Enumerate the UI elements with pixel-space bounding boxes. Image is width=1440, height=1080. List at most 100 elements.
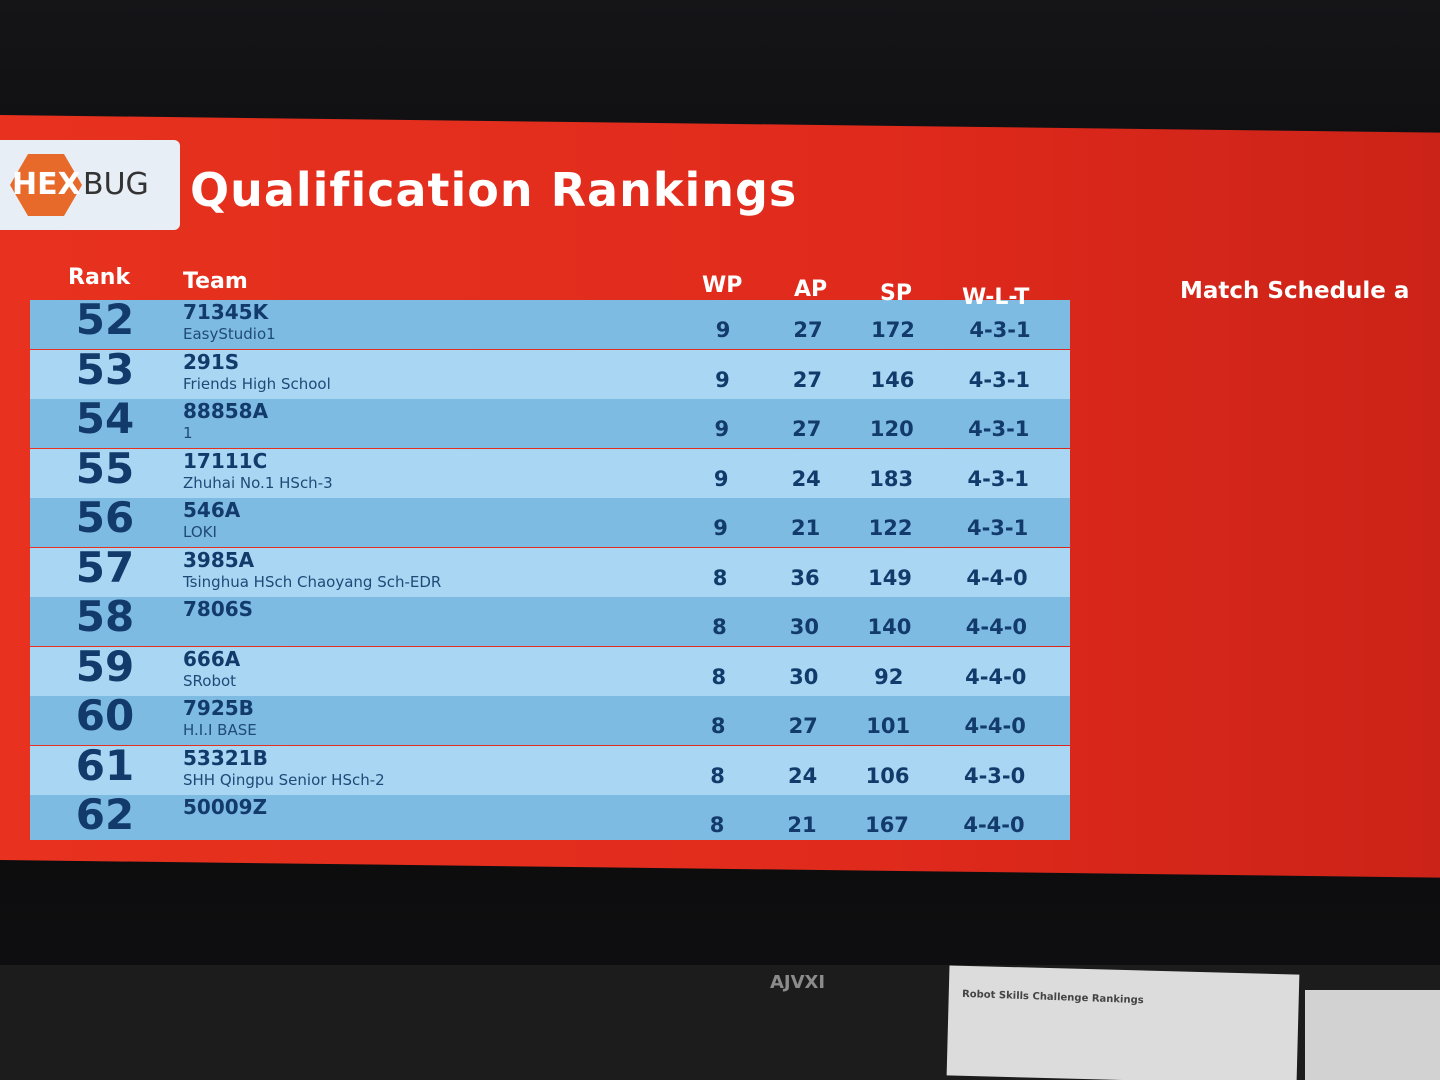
cell-wp: 8 bbox=[710, 763, 725, 788]
cell-ap: 21 bbox=[787, 813, 817, 837]
cell-wlt: 4-3-1 bbox=[967, 466, 1029, 491]
cell-sp: 101 bbox=[866, 714, 911, 738]
cell-wlt: 4-4-0 bbox=[965, 664, 1027, 689]
team-name: SRobot bbox=[183, 671, 237, 690]
cell-ap: 30 bbox=[789, 664, 819, 689]
team-number: 17111C bbox=[183, 448, 268, 473]
cell-ap: 24 bbox=[791, 466, 821, 491]
cell-sp: 92 bbox=[874, 664, 904, 689]
cell-sp: 183 bbox=[869, 466, 914, 491]
title: Qualification Rankings bbox=[190, 163, 798, 217]
cell-wp: 9 bbox=[713, 466, 729, 491]
cell-wlt: 4-4-0 bbox=[966, 565, 1028, 590]
team-number: 546A bbox=[183, 498, 241, 522]
cell-wp: 9 bbox=[714, 417, 730, 441]
rank: 58 bbox=[75, 592, 135, 641]
cell-sp: 120 bbox=[869, 417, 914, 441]
team-number: 666A bbox=[183, 646, 241, 671]
column-header: Team bbox=[183, 269, 248, 294]
rank: 62 bbox=[75, 790, 135, 839]
table-row: 56 546A LOKI 9 21 122 4-3-1 bbox=[30, 493, 1070, 547]
cell-wp: 8 bbox=[709, 813, 725, 837]
cell-wlt: 4-4-0 bbox=[965, 615, 1028, 639]
table-row: 60 7925B H.I.I BASE 8 27 101 4-4-0 bbox=[30, 691, 1070, 745]
column-header: WP bbox=[702, 273, 743, 298]
cell-wp: 8 bbox=[712, 615, 727, 639]
cell-wlt: 4-3-1 bbox=[969, 318, 1031, 342]
rank: 54 bbox=[75, 394, 135, 443]
rank: 53 bbox=[75, 344, 135, 394]
team-number: 71345K bbox=[183, 300, 269, 324]
column-header: SP bbox=[880, 281, 912, 306]
cell-sp: 146 bbox=[870, 367, 915, 392]
table-row: 58 7806S 8 30 140 4-4-0 bbox=[30, 592, 1070, 646]
cell-sp: 140 bbox=[867, 615, 912, 639]
cell-sp: 122 bbox=[868, 516, 913, 540]
cell-ap: 27 bbox=[792, 417, 822, 441]
cell-wlt: 4-4-0 bbox=[963, 813, 1025, 837]
cell-sp: 167 bbox=[865, 813, 909, 837]
team-number: 88858A bbox=[183, 399, 269, 423]
cell-wlt: 4-3-1 bbox=[966, 516, 1029, 540]
cell-wp: 8 bbox=[710, 714, 726, 738]
column-header: AP bbox=[794, 277, 828, 302]
team-name: Tsinghua HSch Chaoyang Sch-EDR bbox=[183, 572, 442, 591]
table-row: 54 88858A 1 9 27 120 4-3-1 bbox=[30, 394, 1070, 448]
cell-wlt: 4-3-0 bbox=[963, 763, 1026, 788]
rankings-table: 52 71345K EasyStudio1 9 27 172 4-3-1 53 291S Frie… bbox=[30, 300, 1070, 840]
cell-ap: 27 bbox=[792, 367, 822, 392]
rank: 57 bbox=[75, 542, 135, 592]
rank: 55 bbox=[75, 443, 135, 493]
cell-ap: 27 bbox=[793, 318, 823, 342]
cell-wlt: 4-3-1 bbox=[968, 417, 1030, 441]
cell-wp: 9 bbox=[713, 516, 728, 540]
cell-wlt: 4-4-0 bbox=[964, 714, 1026, 738]
table-row: 55 17111C Zhuhai No.1 HSch-3 9 24 183 4-3-1 bbox=[30, 443, 1070, 498]
cell-wp: 8 bbox=[712, 565, 728, 590]
cell-sp: 149 bbox=[868, 565, 912, 590]
cell-wp: 9 bbox=[715, 367, 730, 392]
cell-sp: 106 bbox=[865, 763, 910, 788]
team-number: 7806S bbox=[183, 597, 254, 621]
team-name: LOKI bbox=[183, 523, 217, 541]
table-row: 57 3985A Tsinghua HSch Chaoyang Sch-EDR 8 36… bbox=[30, 542, 1070, 597]
side-heading: Match Schedule a bbox=[1180, 278, 1410, 304]
table-row: 61 53321B SHH Qingpu Senior HSch-2 8 24 106 4-… bbox=[30, 740, 1070, 795]
paper bbox=[946, 965, 1300, 1080]
cell-ap: 27 bbox=[788, 714, 818, 738]
rank: 60 bbox=[75, 691, 135, 740]
cell-wp: 9 bbox=[715, 318, 731, 342]
logo-left: HEX bbox=[12, 167, 81, 202]
cell-wlt: 4-3-1 bbox=[968, 367, 1031, 392]
team-number: 3985A bbox=[183, 547, 255, 572]
cell-ap: 30 bbox=[789, 615, 819, 639]
rank: 59 bbox=[75, 641, 135, 691]
cell-sp: 172 bbox=[871, 318, 915, 342]
table-row: 52 71345K EasyStudio1 9 27 172 4-3-1 bbox=[30, 300, 1070, 349]
rank: 61 bbox=[75, 740, 135, 790]
team-name: 1 bbox=[183, 424, 193, 442]
column-header: W-L-T bbox=[962, 285, 1030, 310]
cell-ap: 24 bbox=[787, 763, 818, 788]
team-name: H.I.I BASE bbox=[183, 721, 257, 739]
column-header: Rank bbox=[68, 265, 131, 290]
team-name: SHH Qingpu Senior HSch-2 bbox=[183, 770, 385, 789]
team-name: Friends High School bbox=[183, 374, 331, 393]
rank: 56 bbox=[75, 493, 135, 542]
team-number: 50009Z bbox=[183, 795, 268, 819]
cell-ap: 36 bbox=[790, 565, 820, 590]
logo-right: BUG bbox=[83, 167, 149, 202]
table-row: 59 666A SRobot 8 30 92 4-4-0 bbox=[30, 641, 1070, 696]
team-number: 291S bbox=[183, 349, 240, 374]
table-row: 53 291S Friends High School 9 27 146 4-3-1 bbox=[30, 344, 1070, 399]
team-number: 7925B bbox=[183, 696, 254, 720]
paper bbox=[1305, 990, 1440, 1080]
team-number: 53321B bbox=[183, 745, 268, 770]
team-name: Zhuhai No.1 HSch-3 bbox=[183, 473, 333, 492]
cell-wp: 8 bbox=[711, 664, 727, 689]
cell-ap: 21 bbox=[790, 516, 821, 540]
monitor-brand: AJVXI bbox=[770, 972, 826, 993]
rank: 52 bbox=[75, 300, 135, 344]
team-name: EasyStudio1 bbox=[183, 325, 276, 343]
